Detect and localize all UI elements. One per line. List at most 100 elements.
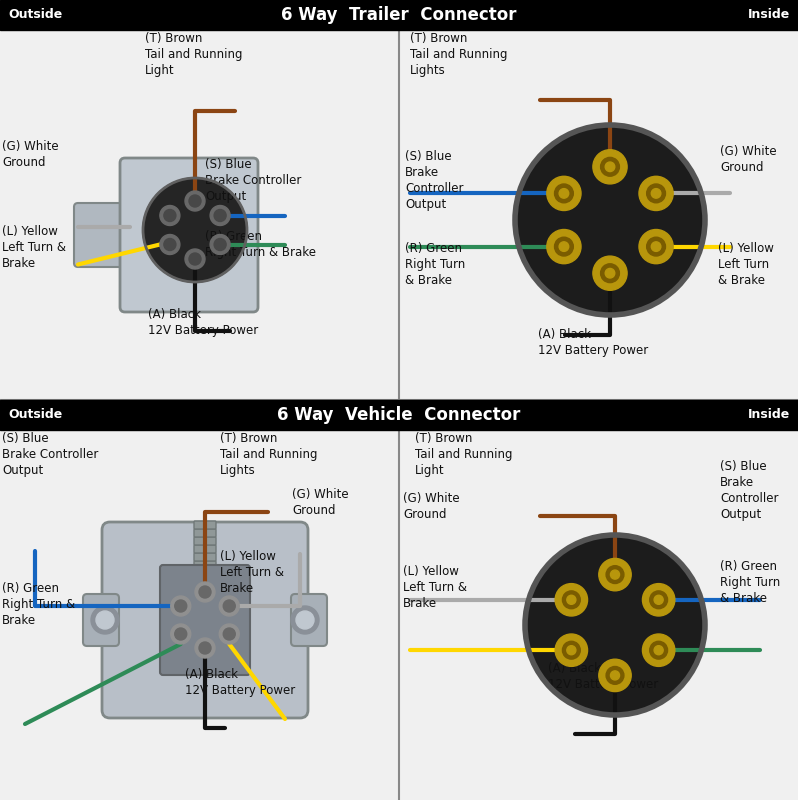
Circle shape (567, 646, 576, 654)
Circle shape (605, 162, 614, 171)
Circle shape (143, 178, 247, 282)
Text: (L) Yellow
Left Turn
& Brake: (L) Yellow Left Turn & Brake (718, 242, 774, 287)
Circle shape (563, 642, 580, 659)
Circle shape (651, 242, 661, 251)
Circle shape (160, 206, 180, 226)
Circle shape (223, 600, 235, 612)
Text: 6 Way  Vehicle  Connector: 6 Way Vehicle Connector (278, 406, 520, 424)
Circle shape (214, 210, 226, 222)
Circle shape (606, 566, 624, 583)
Circle shape (639, 230, 674, 264)
Circle shape (91, 606, 119, 634)
Text: Inside: Inside (748, 409, 790, 422)
Circle shape (646, 237, 666, 256)
Text: (G) White
Ground: (G) White Ground (292, 488, 349, 517)
Circle shape (593, 150, 627, 184)
FancyBboxPatch shape (160, 565, 250, 675)
Circle shape (171, 596, 191, 616)
Circle shape (525, 535, 705, 715)
Circle shape (598, 659, 631, 691)
Circle shape (171, 624, 191, 644)
FancyBboxPatch shape (194, 553, 216, 561)
Circle shape (555, 584, 587, 616)
Text: Outside: Outside (8, 409, 62, 422)
Bar (0, 400, 798, 430)
Circle shape (650, 591, 668, 609)
Text: (R) Green
Right Turn & Brake: (R) Green Right Turn & Brake (205, 230, 316, 259)
Text: (R) Green
Right Turn
& Brake: (R) Green Right Turn & Brake (405, 242, 465, 287)
Text: (G) White
Ground: (G) White Ground (403, 492, 460, 521)
Bar (0, 0, 798, 30)
Circle shape (210, 234, 230, 254)
Circle shape (219, 624, 239, 644)
Text: (A) Black
12V Battery Power: (A) Black 12V Battery Power (185, 668, 295, 697)
Circle shape (214, 238, 226, 250)
Circle shape (605, 269, 614, 278)
FancyBboxPatch shape (291, 594, 327, 646)
Circle shape (175, 600, 187, 612)
FancyBboxPatch shape (194, 561, 216, 569)
FancyBboxPatch shape (102, 522, 308, 718)
Circle shape (567, 595, 576, 604)
Circle shape (185, 249, 205, 269)
Text: (G) White
Ground: (G) White Ground (720, 145, 776, 174)
Text: (A) Black
12V Battery Power: (A) Black 12V Battery Power (148, 308, 259, 337)
Text: (S) Blue
Brake
Controller
Output: (S) Blue Brake Controller Output (720, 460, 779, 521)
Circle shape (195, 638, 215, 658)
Circle shape (642, 584, 675, 616)
Circle shape (291, 606, 319, 634)
Text: (A) Black
12V Battery Power: (A) Black 12V Battery Power (538, 328, 648, 357)
Circle shape (164, 238, 176, 250)
Text: (S) Blue
Brake
Controller
Output: (S) Blue Brake Controller Output (405, 150, 464, 211)
FancyBboxPatch shape (194, 521, 216, 529)
Circle shape (189, 253, 201, 265)
Circle shape (559, 189, 569, 198)
Text: (R) Green
Right Turn
& Brake: (R) Green Right Turn & Brake (720, 560, 780, 605)
FancyBboxPatch shape (120, 158, 258, 312)
Circle shape (189, 195, 201, 207)
Circle shape (175, 628, 187, 640)
Text: (R) Green
Right Turn &
Brake: (R) Green Right Turn & Brake (2, 582, 75, 627)
Circle shape (642, 634, 675, 666)
Circle shape (547, 230, 581, 264)
Text: (S) Blue
Brake Controller
Output: (S) Blue Brake Controller Output (205, 158, 302, 203)
Circle shape (219, 596, 239, 616)
Circle shape (559, 242, 569, 251)
Circle shape (199, 586, 211, 598)
Circle shape (547, 176, 581, 210)
Circle shape (210, 206, 230, 226)
Text: (T) Brown
Tail and Running
Light: (T) Brown Tail and Running Light (145, 32, 243, 77)
Circle shape (555, 184, 573, 203)
Circle shape (606, 666, 624, 684)
Circle shape (563, 591, 580, 609)
Circle shape (555, 237, 573, 256)
Text: Outside: Outside (8, 9, 62, 22)
Circle shape (185, 191, 205, 211)
Circle shape (601, 158, 619, 176)
Text: (T) Brown
Tail and Running
Light: (T) Brown Tail and Running Light (415, 432, 512, 477)
Circle shape (160, 234, 180, 254)
FancyBboxPatch shape (194, 537, 216, 545)
Text: (L) Yellow
Left Turn &
Brake: (L) Yellow Left Turn & Brake (220, 550, 284, 595)
Circle shape (639, 176, 674, 210)
Circle shape (654, 646, 663, 654)
Text: (L) Yellow
Left Turn &
Brake: (L) Yellow Left Turn & Brake (2, 225, 66, 270)
Circle shape (223, 628, 235, 640)
Circle shape (610, 671, 619, 680)
Circle shape (515, 125, 705, 315)
Text: (G) White
Ground: (G) White Ground (2, 140, 58, 169)
Circle shape (650, 642, 668, 659)
Circle shape (199, 642, 211, 654)
Text: Inside: Inside (748, 9, 790, 22)
Text: (T) Brown
Tail and Running
Lights: (T) Brown Tail and Running Lights (410, 32, 508, 77)
Bar (0, 0, 798, 400)
Circle shape (96, 611, 114, 629)
Circle shape (296, 611, 314, 629)
Circle shape (601, 264, 619, 282)
FancyBboxPatch shape (194, 545, 216, 553)
Text: 6 Way  Trailer  Connector: 6 Way Trailer Connector (281, 6, 517, 24)
Circle shape (195, 582, 215, 602)
Bar (0, 400, 798, 800)
Circle shape (164, 210, 176, 222)
Circle shape (654, 595, 663, 604)
